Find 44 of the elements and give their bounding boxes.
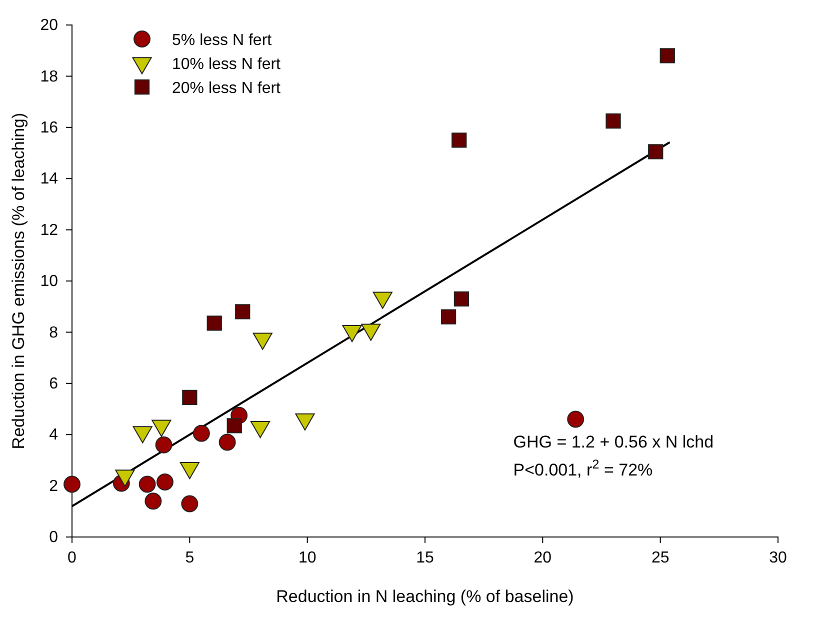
point (567, 410, 584, 428)
point (181, 495, 198, 512)
point (454, 291, 470, 306)
x-tick-label: 10 (298, 549, 316, 566)
point (156, 473, 174, 490)
point (660, 48, 675, 64)
y-tick-label: 14 (40, 170, 58, 188)
point (452, 132, 467, 148)
y-tick-label: 8 (49, 324, 58, 342)
legend-label: 5% less N fert (172, 32, 272, 49)
x-tick-label: 20 (534, 549, 552, 566)
annotation: P<0.001, r$^{2}$ = 72% (513, 456, 653, 480)
point (226, 418, 242, 434)
y-tick-label: 6 (49, 376, 58, 393)
x-tick-label: 30 (769, 549, 787, 566)
y-tick-label: 16 (40, 120, 58, 137)
point (218, 434, 236, 451)
point (192, 424, 210, 442)
point (138, 476, 156, 493)
point (64, 476, 80, 493)
legend-label: 10% less N fert (172, 56, 282, 73)
point (155, 436, 172, 454)
y-tick-label: 0 (49, 529, 58, 546)
point (606, 113, 621, 129)
x-tick-label: 0 (68, 549, 77, 566)
y-tick-label: 10 (40, 273, 58, 290)
point (648, 144, 664, 160)
x-tick-label: 15 (416, 549, 434, 566)
annotation: GHG = 1.2 + 0.56 x N lchd (513, 432, 714, 452)
point (206, 316, 222, 331)
y-tick-label: 4 (49, 426, 58, 444)
point (235, 304, 250, 320)
legend-label: 20% less N fert (172, 80, 282, 97)
point (144, 492, 162, 510)
point (182, 390, 198, 406)
point (440, 309, 456, 324)
y-tick-label: 12 (40, 222, 58, 239)
y-tick-label: 18 (40, 68, 58, 86)
y-axis-title: Reduction in GHG emissions (% of leaching) (9, 112, 28, 450)
y-tick-label: 20 (40, 17, 58, 34)
x-axis-title: Reduction in N leaching (% of baseline) (276, 587, 574, 606)
y-tick-label: 2 (49, 478, 58, 495)
x-tick-label: 5 (185, 549, 194, 566)
x-tick-label: 25 (651, 549, 670, 566)
